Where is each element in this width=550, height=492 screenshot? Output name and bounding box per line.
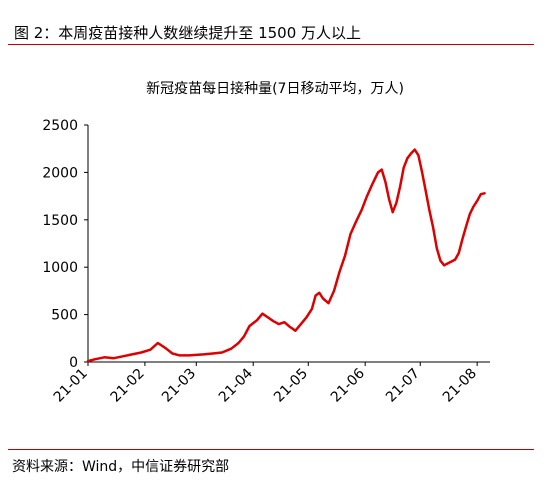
x-axis-ticks: 21-01 21-02 21-03 21-04 21-05 21-06 21-07 21-08 bbox=[51, 362, 480, 406]
series-group bbox=[86, 148, 486, 363]
x-tick-label: 21-05 bbox=[271, 366, 311, 406]
source-note: 资料来源：Wind，中信证券研究部 bbox=[12, 459, 230, 475]
x-tick-label: 21-01 bbox=[51, 366, 91, 406]
x-tick-label: 21-02 bbox=[108, 366, 148, 406]
x-tick-label: 21-04 bbox=[216, 365, 256, 405]
series-line-1 bbox=[86, 148, 486, 363]
y-tick-label: 1500 bbox=[42, 213, 78, 229]
x-tick-label: 21-03 bbox=[159, 366, 199, 406]
line-chart: 新冠疫苗每日接种量(7日移动平均，万人) 0 500 1000 1500 2000 250… bbox=[42, 80, 490, 406]
top-divider bbox=[8, 44, 534, 45]
y-axis-ticks: 0 500 1000 1500 2000 2500 bbox=[42, 118, 88, 371]
x-tick-label: 21-06 bbox=[328, 365, 368, 405]
y-tick-label: 500 bbox=[51, 308, 78, 324]
x-tick-label: 21-07 bbox=[383, 366, 423, 406]
y-tick-label: 0 bbox=[69, 355, 78, 371]
y-tick-label: 2500 bbox=[42, 118, 78, 134]
x-tick-label: 21-08 bbox=[440, 366, 480, 406]
y-tick-label: 1000 bbox=[42, 260, 78, 276]
y-tick-label: 2000 bbox=[42, 165, 78, 181]
chart-title: 新冠疫苗每日接种量(7日移动平均，万人) bbox=[146, 80, 404, 97]
figure-title: 图 2：本周疫苗接种人数继续提升至 1500 万人以上 bbox=[14, 24, 362, 42]
axes bbox=[87, 125, 490, 363]
bottom-divider bbox=[8, 449, 534, 450]
